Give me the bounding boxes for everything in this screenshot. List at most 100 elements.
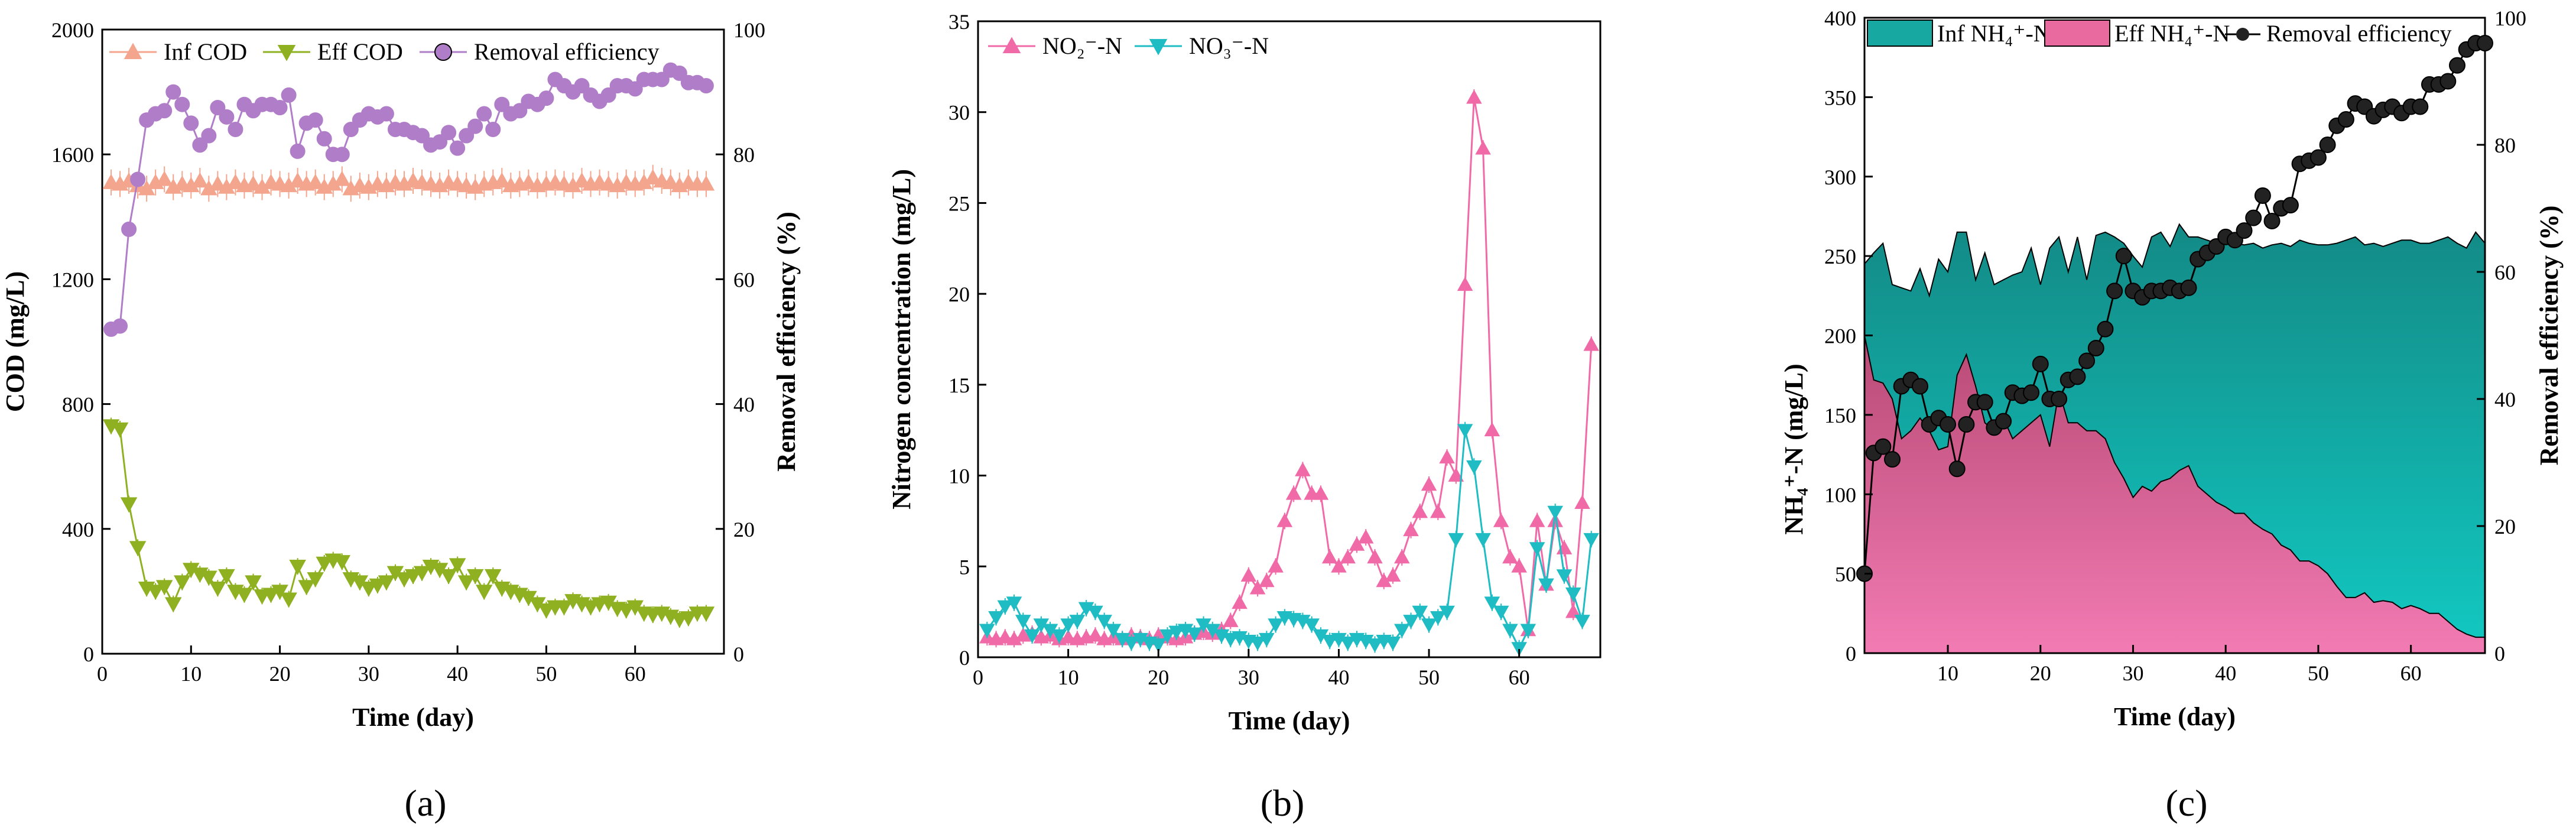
eff-cod-point <box>360 581 378 597</box>
removal-efficiency-point <box>441 125 457 141</box>
y-tick-label: 400 <box>1824 7 1856 30</box>
removal-efficiency-point <box>1948 460 1966 478</box>
y-tick-label: 800 <box>62 393 94 417</box>
x-tick-label: 0 <box>973 666 983 689</box>
inf-cod-point <box>644 169 662 184</box>
no2-n-point <box>1240 567 1257 582</box>
eff-cod-point <box>440 569 457 585</box>
no2-n-point <box>1232 595 1248 609</box>
no3-n-point <box>1430 611 1446 625</box>
x-tick-label: 20 <box>2030 661 2051 685</box>
removal-efficiency-point <box>627 81 643 97</box>
eff-cod-point <box>618 603 635 619</box>
no2-n-point <box>1295 462 1311 476</box>
removal-efficiency-point <box>112 318 128 334</box>
x-axis-title: Time (day) <box>2114 702 2236 731</box>
inf-cod-point <box>333 170 351 186</box>
removal-efficiency-point <box>2236 222 2253 239</box>
no3-n-point <box>1565 588 1581 602</box>
no2-n-point <box>1276 512 1293 527</box>
legend-eff-cod-label: Eff COD <box>317 38 403 65</box>
legend-inf-nh4-label: Inf NH₄⁺-N <box>1937 20 2051 47</box>
eff-cod-point <box>111 422 129 438</box>
y-tick-label: 0 <box>83 642 94 666</box>
removal-efficiency-point <box>281 87 297 103</box>
no3-n-point <box>1060 618 1076 633</box>
no3-n-point <box>1538 578 1554 593</box>
removal-efficiency-point <box>2115 248 2132 265</box>
no3-n-point <box>1484 596 1500 611</box>
no2-n-point <box>1349 536 1365 551</box>
y2-tick-label: 40 <box>733 393 755 417</box>
no3-n-point <box>1547 505 1563 520</box>
removal-efficiency-point <box>2097 320 2114 338</box>
x-axis-title: Time (day) <box>1229 706 1350 735</box>
no2-n-point <box>1249 580 1266 595</box>
x-tick-label: 20 <box>1148 666 1169 689</box>
eff-cod-point <box>120 497 138 513</box>
legend-no2-n-label: NO₂⁻-N <box>1042 33 1122 59</box>
no2-n-point <box>1484 422 1500 437</box>
no3-n-point <box>1150 638 1167 653</box>
no3-n-point <box>1096 615 1112 629</box>
removal-efficiency-point <box>174 96 190 112</box>
no3-n-point <box>997 600 1013 615</box>
no2-n-point <box>1439 449 1455 464</box>
removal-efficiency-point <box>698 78 714 94</box>
no2-n-point <box>1412 504 1428 518</box>
removal-efficiency-point <box>1976 394 1993 411</box>
removal-efficiency-point <box>2337 111 2354 128</box>
removal-efficiency-point <box>316 131 332 147</box>
inf-cod-point <box>289 172 306 188</box>
y-tick-label: 50 <box>1835 563 1856 586</box>
no3-n-point <box>1105 624 1122 638</box>
no3-n-point <box>1520 624 1536 638</box>
no3-n-point <box>979 624 995 638</box>
removal-efficiency-point <box>2106 283 2123 300</box>
removal-efficiency-point <box>130 171 146 187</box>
x-tick-label: 60 <box>625 662 646 686</box>
removal-efficiency-point <box>1995 413 2012 430</box>
no3-n-point <box>1583 533 1600 547</box>
y-tick-label: 30 <box>948 101 970 125</box>
removal-efficiency-point <box>183 115 199 131</box>
no2-n-point <box>1321 549 1338 564</box>
no2-n-point <box>1340 549 1356 564</box>
removal-efficiency-point <box>1875 438 1892 455</box>
removal-efficiency-point <box>671 65 687 81</box>
x-tick-label: 30 <box>2122 661 2143 685</box>
removal-efficiency-point <box>2319 137 2336 153</box>
inf-cod-point <box>493 172 511 188</box>
eff-cod-point <box>271 585 288 600</box>
x-tick-label: 10 <box>180 662 202 686</box>
removal-efficiency-point <box>343 121 359 137</box>
eff-cod-point <box>129 541 147 557</box>
y2-tick-label: 40 <box>2494 388 2516 411</box>
removal-efficiency-point <box>1940 416 1957 433</box>
no3-n-point <box>1421 618 1437 633</box>
no3-n-point <box>1393 624 1410 638</box>
y2-tick-label: 20 <box>733 518 755 541</box>
y2-tick-label: 100 <box>2494 7 2526 30</box>
no2-n-point <box>1457 277 1473 291</box>
removal-efficiency-point <box>228 121 243 137</box>
removal-efficiency-point <box>494 96 510 112</box>
legend-inf-cod-label: Inf COD <box>164 38 247 65</box>
removal-efficiency-point <box>290 143 306 159</box>
no2-n-point <box>1448 468 1464 482</box>
panel-label: (a) <box>404 782 446 824</box>
y-tick-label: 400 <box>62 518 94 541</box>
eff-cod-point <box>147 585 164 600</box>
removal-efficiency-point <box>538 90 554 106</box>
eff-cod-point <box>538 603 555 619</box>
no3-n-point <box>1223 632 1239 647</box>
no2-n-point <box>1475 140 1491 155</box>
eff-cod-point <box>697 606 715 622</box>
eff-cod-point <box>155 580 173 596</box>
removal-efficiency-point <box>192 137 208 153</box>
eff-cod-point <box>218 569 235 585</box>
no2-n-point <box>1574 495 1590 510</box>
removal-efficiency-point <box>378 106 394 122</box>
